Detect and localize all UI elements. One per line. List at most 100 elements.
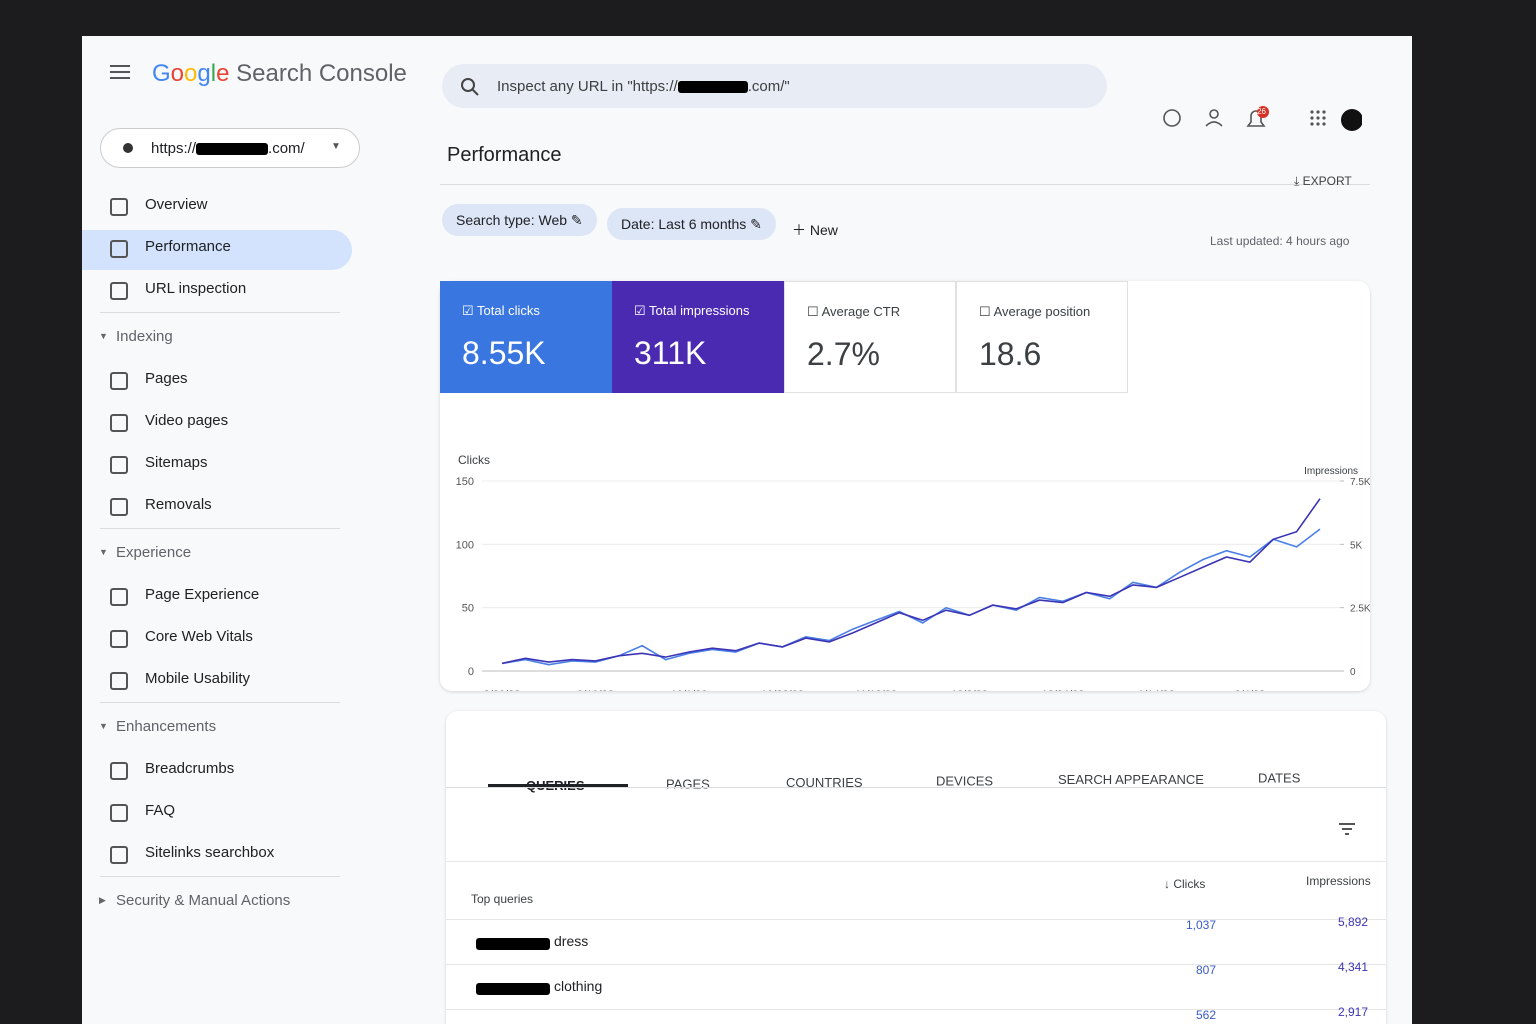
search-bar[interactable]: Inspect any URL in "https:// .com/" xyxy=(442,64,1107,108)
column-label: Clicks xyxy=(1173,877,1206,891)
metric-label-text: Average CTR xyxy=(821,304,901,319)
y2-tick-label: 0 xyxy=(1350,667,1356,678)
menu-icon[interactable] xyxy=(110,64,132,82)
section-title[interactable]: Security & Manual Actions xyxy=(116,892,291,909)
property-selector[interactable]: https:// .com/ ▼ xyxy=(100,128,360,168)
apps-icon[interactable] xyxy=(1310,110,1326,126)
nav-item[interactable]: Pages xyxy=(145,370,188,387)
divider xyxy=(100,528,340,529)
x-tick-label: 10/22/22 xyxy=(761,689,804,691)
nav-item[interactable]: Core Web Vitals xyxy=(145,628,253,645)
nav-item[interactable]: Sitemaps xyxy=(145,454,208,471)
dropdown-arrow: ▼ xyxy=(331,141,341,152)
query[interactable]: clothing xyxy=(554,978,603,994)
nav-item[interactable]: Overview xyxy=(145,196,208,213)
divider xyxy=(100,702,340,703)
new-label: New xyxy=(809,222,838,238)
section-title[interactable]: Enhancements xyxy=(116,718,217,735)
logo-letter: e xyxy=(216,60,230,87)
redaction xyxy=(196,143,269,156)
query[interactable]: dress xyxy=(554,933,589,949)
property-suffix: .com/ xyxy=(268,140,305,157)
notification-count: 26 xyxy=(1257,107,1266,116)
series-line xyxy=(501,528,1321,666)
logo-letter: l xyxy=(210,60,217,87)
nav-icon xyxy=(110,588,128,606)
new-filter[interactable]: ＋ New xyxy=(792,222,838,238)
metric-value: 18.6 xyxy=(979,336,1042,372)
metric-label-text: Total clicks xyxy=(477,303,540,318)
logo: Google Search Console xyxy=(152,60,407,88)
nav-item[interactable]: Mobile Usability xyxy=(145,670,251,687)
y2-axis-label: Impressions xyxy=(1304,466,1358,477)
nav-item[interactable]: FAQ xyxy=(145,802,176,819)
search-suffix: .com/" xyxy=(747,78,790,95)
filter-chip[interactable]: Date: Last 6 months ✎ xyxy=(607,208,776,240)
x-tick-label: 11/12/22 xyxy=(855,689,897,691)
metric-value: 2.7% xyxy=(807,336,880,372)
nav-item[interactable]: Breadcrumbs xyxy=(145,760,235,777)
bell-icon[interactable] xyxy=(1246,110,1266,127)
help-icon[interactable] xyxy=(1163,109,1181,127)
export-button[interactable]: ⤓ EXPORT xyxy=(1294,174,1352,188)
nav-icon xyxy=(110,846,128,864)
nav-icon xyxy=(110,762,128,780)
page-title: Performance xyxy=(447,144,562,166)
nav-icon xyxy=(110,804,128,822)
column-header[interactable]: Impressions xyxy=(1306,874,1371,888)
toolbar-icons xyxy=(1163,106,1362,131)
filter-chip[interactable]: Search type: Web ✎ xyxy=(442,204,597,236)
nav-icon xyxy=(110,672,128,690)
section-arrow: ▼ xyxy=(99,547,108,557)
y2-tick-label: 5K xyxy=(1350,540,1363,551)
tab[interactable]: DEVICES xyxy=(936,773,994,789)
impressions: 2,917 xyxy=(1337,1005,1368,1019)
nav-item[interactable]: Sitelinks searchbox xyxy=(145,844,275,861)
redaction xyxy=(476,938,550,950)
filter-icon[interactable] xyxy=(1339,823,1357,837)
screen: Google Search Console Inspect any URL in… xyxy=(82,36,1412,1024)
tab[interactable]: COUNTRIES xyxy=(786,775,863,790)
divider xyxy=(100,876,340,877)
column-label: Impressions xyxy=(1306,874,1371,888)
divider xyxy=(100,312,340,313)
nav-icon xyxy=(110,630,128,648)
row-divider xyxy=(446,919,1386,920)
nav-icon xyxy=(110,498,128,516)
y-tick-label: 50 xyxy=(462,603,474,615)
x-tick-label: 8/20/22 xyxy=(484,689,521,691)
avatar[interactable] xyxy=(1341,109,1362,131)
metric-card[interactable]: ☑ Total impressions 311K xyxy=(612,281,784,393)
y-tick-label: 100 xyxy=(456,539,474,551)
tab[interactable]: SEARCH APPEARANCE xyxy=(1058,772,1204,787)
table-title: Top queries xyxy=(471,892,534,906)
metric-label: ☑ Total impressions xyxy=(634,303,750,318)
metric-card[interactable]: ☑ Total clicks 8.55K xyxy=(440,281,612,393)
search-prefix: Inspect any URL in "https:// xyxy=(497,78,678,95)
tab[interactable]: PAGES xyxy=(666,776,710,792)
impressions: 5,892 xyxy=(1337,915,1368,929)
export-label: EXPORT xyxy=(1302,174,1352,188)
nav-item[interactable]: Removals xyxy=(145,496,212,513)
nav-item[interactable]: Page Experience xyxy=(145,586,260,603)
section-arrow: ▶ xyxy=(99,895,106,905)
section-title[interactable]: Experience xyxy=(116,544,192,561)
y-tick-label: 150 xyxy=(456,476,474,488)
clicks: 1,037 xyxy=(1185,918,1216,932)
metric-card[interactable]: ☐ Average position 18.6 xyxy=(956,281,1128,393)
nav-item[interactable]: Video pages xyxy=(145,412,229,429)
nav-item[interactable]: Performance xyxy=(145,238,231,255)
nav-item[interactable]: URL inspection xyxy=(145,280,247,297)
clicks: 562 xyxy=(1195,1008,1216,1022)
metric-card[interactable]: ☐ Average CTR 2.7% xyxy=(784,281,956,393)
account-icon[interactable] xyxy=(1209,109,1219,119)
x-tick-label: 9/10/22 xyxy=(577,689,614,691)
property-prefix: https:// xyxy=(151,140,197,157)
section-title[interactable]: Indexing xyxy=(116,328,173,345)
filter-label: Search type: Web xyxy=(456,212,568,228)
search-text: Inspect any URL in "https:// .com/" xyxy=(497,78,790,95)
column-header[interactable]: ↓ Clicks xyxy=(1164,877,1206,891)
tab[interactable]: DATES xyxy=(1258,770,1301,786)
property-icon xyxy=(123,143,133,153)
